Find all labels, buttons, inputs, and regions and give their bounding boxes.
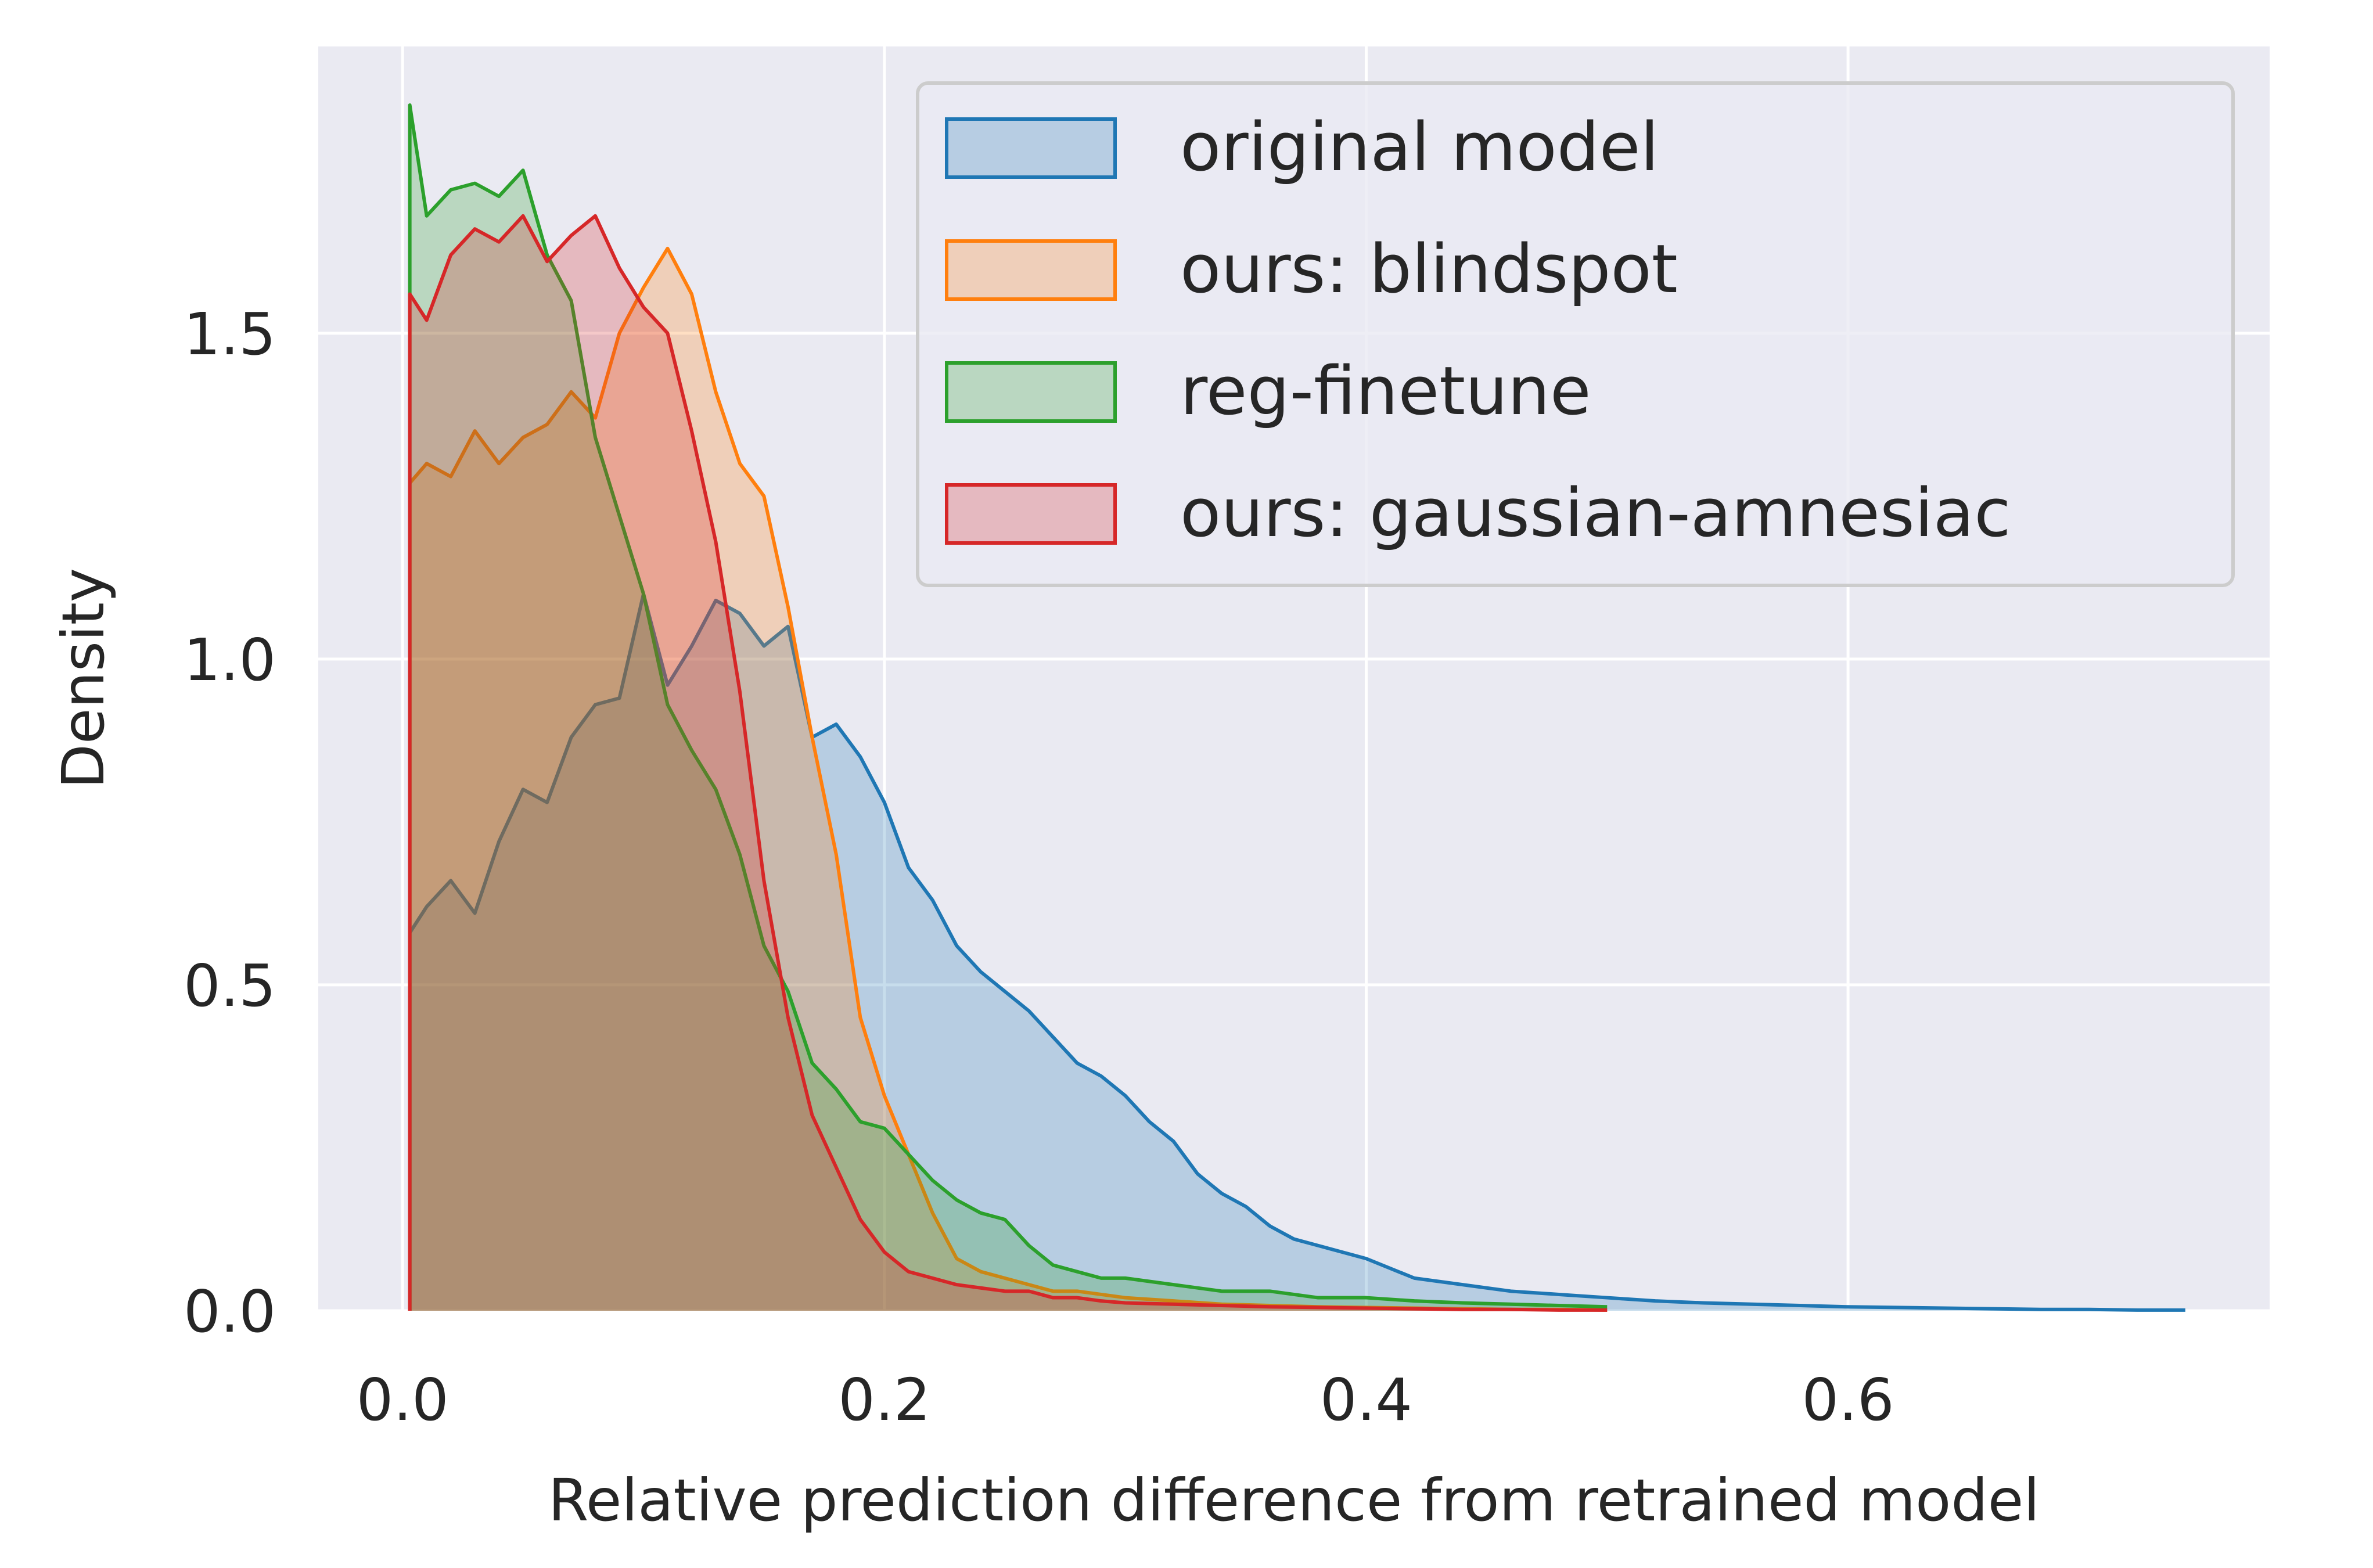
x-axis-label: Relative prediction difference from retr… (548, 1466, 2040, 1534)
y-axis-label: Density (49, 568, 117, 789)
series-reg-finetune (408, 103, 1608, 1311)
series-layer (408, 103, 2185, 1312)
series-area (409, 105, 1608, 1311)
legend-swatch (945, 361, 1117, 423)
series-original-model (408, 592, 2185, 1312)
legend-frame (916, 81, 2235, 587)
series-line (408, 592, 2185, 1312)
legend: original model ours: blindspot reg-finetun… (916, 81, 2235, 587)
legend-label: reg-finetune (1180, 353, 1591, 430)
legend-swatch (945, 117, 1117, 179)
y-tick-label: 1.5 (184, 300, 276, 368)
legend-label: ours: gaussian-amnesiac (1180, 474, 2011, 552)
y-tick-label: 1.0 (184, 626, 276, 694)
legend-swatch (945, 483, 1117, 545)
series-area (409, 215, 1608, 1311)
legend-swatch (945, 239, 1117, 301)
x-tick-label: 0.0 (357, 1366, 449, 1434)
series-line (408, 214, 1608, 1312)
x-tick-label: 0.2 (838, 1366, 930, 1434)
series-line (408, 103, 1608, 1311)
legend-label: ours: blindspot (1180, 231, 1678, 308)
series-ours-gaussian-amnesiac (408, 214, 1608, 1312)
x-tick-labels: 0.0 0.2 0.4 0.6 (357, 1366, 1894, 1434)
series-area (409, 594, 2185, 1311)
x-tick-label: 0.6 (1802, 1366, 1894, 1434)
y-tick-labels: 0.0 0.5 1.0 1.5 (184, 300, 276, 1346)
y-tick-label: 0.5 (184, 952, 276, 1020)
x-tick-label: 0.4 (1320, 1366, 1412, 1434)
y-tick-label: 0.0 (184, 1278, 276, 1346)
legend-label: original model (1180, 109, 1659, 186)
